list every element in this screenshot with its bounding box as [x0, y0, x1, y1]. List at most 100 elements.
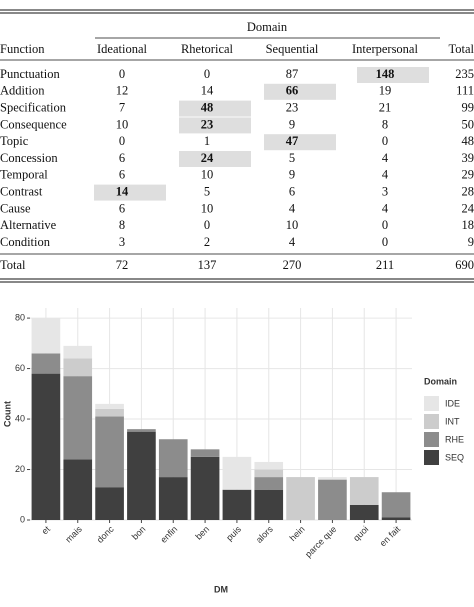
cell: 23: [286, 100, 299, 114]
cell: 99: [462, 100, 474, 114]
x-tick-label: puis: [224, 524, 243, 543]
x-axis-label: DM: [214, 584, 228, 594]
cell: 39: [462, 151, 474, 165]
bar-segment: [158, 439, 188, 478]
bar-segment: [190, 449, 220, 457]
cell: 72: [116, 258, 129, 272]
highlight: [357, 67, 429, 83]
cell: 18: [462, 218, 474, 232]
bar-segment: [63, 358, 93, 377]
cell: 50: [462, 117, 474, 131]
cell: 2: [204, 235, 210, 249]
column-header: Rhetorical: [181, 42, 234, 56]
cell: 10: [201, 201, 214, 215]
cell: 0: [382, 218, 388, 232]
panel: [30, 308, 412, 520]
legend-label: INT: [445, 416, 460, 426]
cell: 9: [289, 168, 295, 182]
highlight: [179, 100, 251, 117]
cell: 690: [455, 258, 474, 272]
bar-segment: [95, 403, 124, 409]
cell: 0: [382, 235, 388, 249]
x-tick-label: en fait: [378, 524, 403, 549]
legend-label: IDE: [445, 398, 460, 408]
bar-segment: [286, 477, 315, 520]
chart: 0 20 40 60 80 et mais donc bon enfin ben puis alors h…: [2, 308, 464, 594]
legend-label: RHE: [445, 434, 464, 444]
cell: 12: [116, 84, 129, 98]
row-label: Specification: [0, 100, 67, 114]
bar-segment: [254, 477, 284, 490]
cell: 47: [286, 134, 299, 148]
cell: 0: [204, 218, 210, 232]
cell: 14: [116, 184, 129, 198]
cell: 23: [201, 117, 214, 131]
legend-key: [424, 432, 439, 447]
bar-segment: [318, 477, 347, 480]
bar-segment: [222, 489, 252, 520]
cell: 6: [119, 151, 125, 165]
row-label: Condition: [0, 235, 51, 249]
bar-segment: [318, 479, 347, 520]
bar-segment: [254, 469, 284, 478]
cell: 148: [376, 67, 395, 81]
column-header: Interpersonal: [352, 42, 418, 56]
y-tick-label: 80: [15, 312, 25, 322]
highlight: [179, 117, 251, 134]
cell: 87: [286, 67, 299, 81]
row-label: Temporal: [0, 168, 48, 182]
bar-segment: [381, 517, 411, 520]
row-label: Concession: [0, 151, 58, 165]
highlight: [179, 151, 251, 167]
cell: 48: [462, 134, 474, 148]
cell: 1: [204, 134, 210, 148]
bar-segment: [31, 318, 61, 354]
row-label: Topic: [0, 134, 29, 148]
cell: 10: [201, 168, 214, 182]
row-label: Contrast: [0, 184, 43, 198]
bar-segment: [190, 456, 220, 520]
bar-segment: [95, 408, 124, 417]
column-header: Total: [448, 42, 474, 56]
legend-key: [424, 396, 439, 411]
cell: 6: [289, 184, 295, 198]
bar-segment: [63, 459, 93, 520]
cell: 7: [119, 100, 125, 114]
cell: 21: [379, 100, 392, 114]
cell: 28: [462, 184, 474, 198]
y-tick-label: 40: [15, 413, 25, 423]
highlight: [94, 184, 166, 201]
legend-title: Domain: [424, 376, 457, 386]
cell: 10: [286, 218, 299, 232]
x-tick-label: et: [40, 524, 53, 537]
cell: 10: [116, 117, 129, 131]
cell: 66: [286, 84, 299, 98]
y-tick-label: 60: [15, 363, 25, 373]
cell: 211: [376, 258, 394, 272]
x-tick-label: bon: [130, 524, 148, 542]
bar-segment: [381, 492, 411, 518]
cell: 0: [382, 134, 388, 148]
bar-segment: [349, 504, 379, 520]
cell: 3: [382, 184, 388, 198]
cell: 4: [382, 201, 389, 215]
cell: 14: [201, 84, 214, 98]
table: Domain Function Ideational Rhetorical Seque…: [0, 9, 474, 283]
cell: 6: [119, 201, 125, 215]
legend-key: [424, 450, 439, 465]
bar-segment: [127, 431, 156, 520]
bar-segment: [95, 487, 124, 520]
bar-segment: [31, 373, 61, 520]
cell: 8: [119, 218, 125, 232]
legend-label: SEQ: [445, 452, 464, 462]
cell: 9: [468, 235, 474, 249]
column-header: Ideational: [97, 42, 148, 56]
y-tick-label: 0: [20, 514, 25, 524]
cell: 111: [456, 84, 474, 98]
cell: 270: [283, 258, 302, 272]
cell: 8: [382, 117, 388, 131]
cell: 24: [462, 201, 474, 215]
row-label: Consequence: [0, 117, 67, 131]
cell: 19: [379, 84, 392, 98]
